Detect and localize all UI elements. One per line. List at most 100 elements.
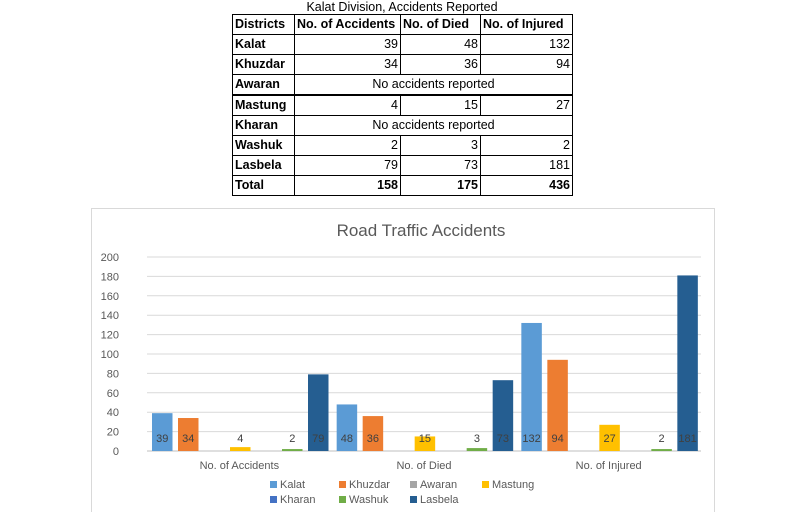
chart-area: Road Traffic Accidents 0 20 40 60 80 100 120 140… [91, 208, 715, 512]
legend-swatch [410, 481, 417, 488]
data-label: 94 [551, 433, 563, 445]
table-row: Kharan No accidents reported [232, 115, 573, 136]
bar [282, 449, 303, 451]
legend-swatch [339, 481, 346, 488]
died-cell: 36 [400, 54, 481, 75]
accidents-cell: 79 [294, 155, 401, 176]
bar [651, 449, 672, 451]
injured-cell: 27 [480, 94, 573, 116]
total-injured: 436 [480, 175, 573, 196]
legend-swatch [410, 496, 417, 503]
district-name: Kharan [232, 115, 295, 136]
bar [152, 413, 173, 451]
data-label: 3 [474, 433, 480, 445]
table-row: Mastung 4 15 27 [232, 94, 573, 116]
bar [599, 424, 620, 451]
table-row: Lasbela 79 73 181 [232, 155, 573, 176]
table-row: Awaran No accidents reported [232, 74, 573, 96]
legend-label: Kalat [280, 479, 305, 491]
x-tick-label: No. of Accidents [200, 460, 280, 472]
died-cell: 48 [400, 34, 481, 55]
legend-swatch [270, 496, 277, 503]
data-label: 181 [678, 433, 696, 445]
data-label: 2 [289, 433, 295, 445]
bar [466, 448, 488, 451]
bar [521, 322, 542, 451]
data-label: 15 [419, 433, 431, 445]
district-name: Awaran [232, 74, 295, 96]
data-label: 4 [237, 433, 243, 445]
legend-swatch [482, 481, 489, 488]
died-cell: 73 [400, 155, 481, 176]
accidents-cell: 4 [294, 94, 401, 116]
total-accidents: 158 [294, 175, 401, 196]
y-tick-label: 100 [101, 349, 119, 361]
district-name: Washuk [232, 135, 295, 156]
y-tick-label: 200 [101, 252, 119, 264]
header-injured: No. of Injured [480, 14, 573, 35]
y-tick-label: 0 [113, 446, 119, 458]
bar [677, 275, 698, 451]
y-tick-label: 160 [101, 291, 119, 303]
district-name: Lasbela [232, 155, 295, 176]
data-label: 27 [603, 433, 615, 445]
died-cell: 15 [400, 94, 481, 116]
data-label: 73 [497, 433, 509, 445]
y-tick-label: 120 [101, 330, 119, 342]
accidents-cell: 34 [294, 54, 401, 75]
data-label: 34 [182, 433, 194, 445]
header-died: No. of Died [400, 14, 481, 35]
table-row: Khuzdar 34 36 94 [232, 54, 573, 75]
header-districts: Districts [232, 14, 295, 35]
data-label: 39 [156, 433, 168, 445]
injured-cell: 181 [480, 155, 573, 176]
legend-label: Awaran [420, 479, 457, 491]
bar [492, 380, 514, 451]
y-tick-label: 140 [101, 310, 119, 322]
total-row: Total 158 175 436 [232, 175, 573, 196]
legend-label: Mastung [492, 479, 534, 491]
district-name: Kalat [232, 34, 295, 55]
y-tick-label: 40 [107, 407, 119, 419]
no-accidents-note: No accidents reported [294, 74, 573, 96]
y-tick-label: 60 [107, 388, 119, 400]
legend-label: Washuk [349, 494, 389, 506]
total-label: Total [232, 175, 295, 196]
header-accidents: No. of Accidents [294, 14, 401, 35]
legend-label: Lasbela [420, 494, 459, 506]
y-tick-label: 20 [107, 427, 119, 439]
bar [308, 374, 329, 451]
died-cell: 3 [400, 135, 481, 156]
x-tick-label: No. of Died [396, 460, 451, 472]
y-tick-label: 80 [107, 368, 119, 380]
injured-cell: 132 [480, 34, 573, 55]
legend-swatch [339, 496, 346, 503]
data-label: 48 [341, 433, 353, 445]
chart-title: Road Traffic Accidents [337, 221, 506, 240]
total-died: 175 [400, 175, 481, 196]
legend-label: Kharan [280, 494, 315, 506]
accidents-table: Districts No. of Accidents No. of Died N… [232, 14, 573, 196]
table-caption: Kalat Division, Accidents Reported [306, 0, 498, 14]
bar [178, 418, 199, 451]
data-label: 36 [367, 433, 379, 445]
bar [547, 359, 568, 451]
district-name: Khuzdar [232, 54, 295, 75]
accidents-cell: 2 [294, 135, 401, 156]
district-name: Mastung [232, 94, 295, 116]
bar [362, 416, 384, 451]
injured-cell: 2 [480, 135, 573, 156]
bar [230, 447, 251, 451]
legend-swatch [270, 481, 277, 488]
bar [414, 436, 436, 451]
x-tick-label: No. of Injured [576, 460, 642, 472]
accidents-cell: 39 [294, 34, 401, 55]
table-header-row: Districts No. of Accidents No. of Died N… [232, 14, 573, 35]
table-row: Kalat 39 48 132 [232, 34, 573, 55]
y-tick-label: 180 [101, 271, 119, 283]
data-label: 132 [522, 433, 540, 445]
no-accidents-note: No accidents reported [294, 115, 573, 136]
data-label: 2 [659, 433, 665, 445]
data-label: 79 [312, 433, 324, 445]
legend-label: Khuzdar [349, 479, 390, 491]
